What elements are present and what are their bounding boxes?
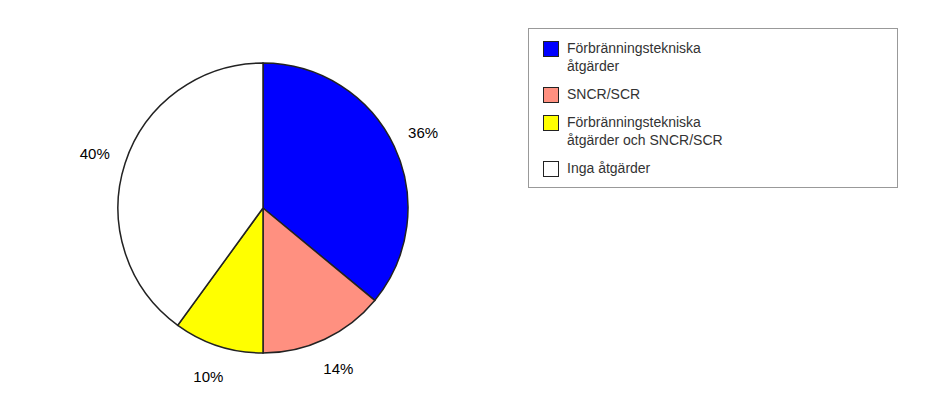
html-text:SNCR/SCR: SNCR/SCR	[567, 86, 641, 102]
svg-text:14%: 14%	[323, 360, 353, 377]
svg-text:10%: 10%	[193, 368, 223, 385]
html-text:Inga åtgärder: Inga åtgärder	[567, 160, 651, 176]
html-text:Förbränningstekniska åtgärder: Förbränningstekniska åtgärder	[567, 40, 701, 74]
html-text:Förbränningstekniska åtgärder: Förbränningstekniska åtgärder och SNCR/S…	[567, 114, 723, 148]
svg-text:40%: 40%	[80, 145, 110, 162]
svg-text:36%: 36%	[408, 124, 438, 141]
